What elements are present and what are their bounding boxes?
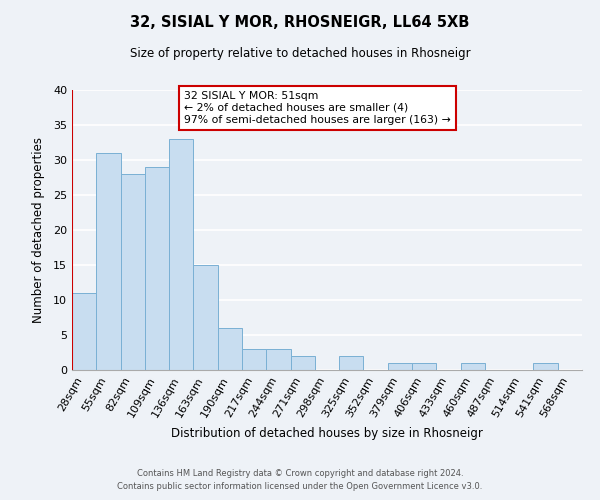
Bar [242,349,266,370]
Bar [96,153,121,370]
Bar [461,363,485,370]
Bar [388,363,412,370]
Bar [412,363,436,370]
Bar [193,265,218,370]
Y-axis label: Number of detached properties: Number of detached properties [32,137,44,323]
Text: Size of property relative to detached houses in Rhosneigr: Size of property relative to detached ho… [130,48,470,60]
Text: 32, SISIAL Y MOR, RHOSNEIGR, LL64 5XB: 32, SISIAL Y MOR, RHOSNEIGR, LL64 5XB [130,15,470,30]
Text: Contains HM Land Registry data © Crown copyright and database right 2024.: Contains HM Land Registry data © Crown c… [137,468,463,477]
Bar [72,293,96,370]
X-axis label: Distribution of detached houses by size in Rhosneigr: Distribution of detached houses by size … [171,428,483,440]
Text: 32 SISIAL Y MOR: 51sqm
← 2% of detached houses are smaller (4)
97% of semi-detac: 32 SISIAL Y MOR: 51sqm ← 2% of detached … [184,92,451,124]
Bar [145,167,169,370]
Bar [533,363,558,370]
Bar [290,356,315,370]
Bar [121,174,145,370]
Bar [339,356,364,370]
Bar [169,139,193,370]
Bar [218,328,242,370]
Text: Contains public sector information licensed under the Open Government Licence v3: Contains public sector information licen… [118,482,482,491]
Bar [266,349,290,370]
